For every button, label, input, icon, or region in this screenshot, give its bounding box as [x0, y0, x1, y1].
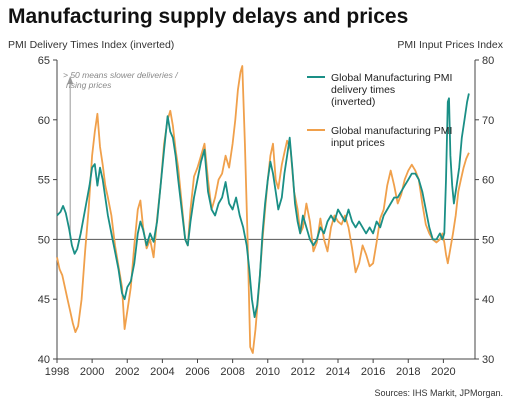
right-tick-label: 70 — [482, 115, 494, 127]
legend-input-prices-label: Global manufacturing PMI input prices — [331, 125, 452, 149]
right-tick-label: 50 — [482, 234, 494, 246]
legend-delivery-times-label: Global Manufacturing PMI delivery times (i… — [331, 72, 452, 108]
x-tick-label: 2012 — [291, 366, 315, 378]
right-tick-label: 60 — [482, 175, 494, 187]
left-tick-label: 40 — [38, 354, 50, 366]
left-tick-label: 65 — [38, 55, 50, 67]
series-delivery-times-line — [56, 93, 470, 318]
x-tick-label: 2006 — [185, 366, 209, 378]
left-tick-label: 60 — [38, 115, 50, 127]
x-tick-label: 2002 — [115, 366, 139, 378]
annotation-text: > 50 means slower deliveries / rising pri… — [63, 70, 179, 90]
right-tick-label: 40 — [482, 294, 494, 306]
left-tick-label: 50 — [38, 234, 50, 246]
x-tick-label: 2010 — [256, 366, 280, 378]
right-tick-label: 30 — [482, 354, 494, 366]
left-axis-label: PMI Delivery Times Index (inverted) — [8, 39, 174, 51]
x-tick-label: 2014 — [326, 366, 350, 378]
source-note: Sources: IHS Markit, JPMorgan. — [374, 388, 503, 398]
chart-title: Manufacturing supply delays and prices — [8, 5, 409, 28]
x-tick-label: 1998 — [45, 366, 69, 378]
series-input-prices-line — [56, 65, 470, 354]
x-tick-label: 2016 — [361, 366, 385, 378]
x-tick-label: 2020 — [431, 366, 455, 378]
x-tick-label: 2008 — [220, 366, 244, 378]
annotation-arrowhead — [67, 76, 74, 84]
x-tick-label: 2018 — [396, 366, 420, 378]
left-tick-label: 55 — [38, 175, 50, 187]
x-tick-label: 2004 — [150, 366, 174, 378]
left-tick-label: 45 — [38, 294, 50, 306]
x-tick-label: 2000 — [80, 366, 104, 378]
right-tick-label: 80 — [482, 55, 494, 67]
right-axis-label: PMI Input Prices Index — [397, 39, 503, 51]
